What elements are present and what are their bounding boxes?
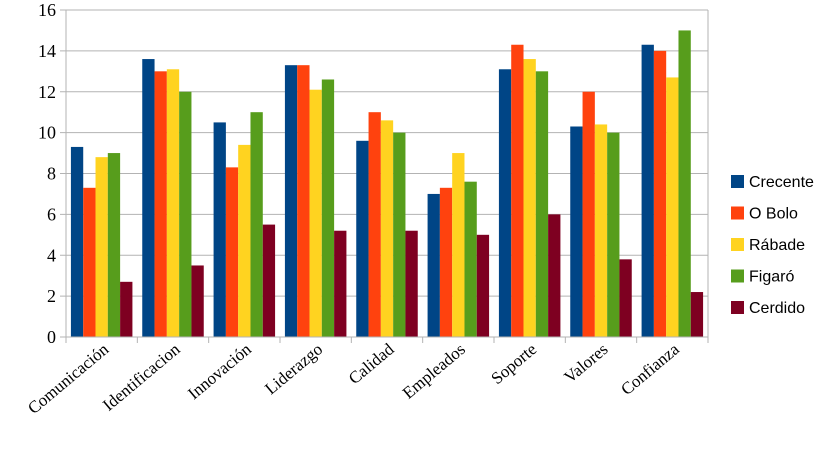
y-tick-label: 16 xyxy=(38,0,56,20)
legend-swatch xyxy=(731,269,744,283)
y-tick-label: 12 xyxy=(38,82,56,102)
legend-label: Cerdido xyxy=(749,300,805,317)
legend-swatch xyxy=(731,238,744,251)
bar xyxy=(690,292,704,337)
bars xyxy=(70,30,704,338)
bar xyxy=(225,167,239,337)
bar xyxy=(179,91,192,337)
bar xyxy=(666,77,679,337)
y-tick-label: 14 xyxy=(38,41,56,61)
y-tick-label: 2 xyxy=(47,286,56,306)
bar xyxy=(476,234,490,337)
legend-label: O Bolo xyxy=(749,206,798,223)
bar xyxy=(678,30,691,337)
bar xyxy=(405,230,418,337)
bar xyxy=(427,193,440,337)
bar xyxy=(262,224,276,337)
axes xyxy=(65,10,709,338)
x-tick-label: Identificacion xyxy=(99,339,184,415)
bar xyxy=(83,187,96,337)
bar xyxy=(641,44,654,338)
bar xyxy=(142,59,155,338)
bar xyxy=(548,214,561,337)
y-axis-ticks: 0 2 4 6 8 10 12 14 16 xyxy=(38,0,66,347)
y-tick-label: 4 xyxy=(47,245,56,265)
bar xyxy=(511,44,524,338)
bar xyxy=(380,120,394,337)
x-tick-label: Confianza xyxy=(617,339,683,399)
x-tick-label: Valores xyxy=(560,340,611,387)
bar xyxy=(570,126,583,338)
bar xyxy=(70,146,84,337)
y-tick-label: 8 xyxy=(47,164,56,184)
bar xyxy=(166,69,180,338)
bar xyxy=(523,59,536,338)
bar xyxy=(95,157,108,337)
legend-label: Rábade xyxy=(749,237,805,254)
legend: Crecente O Bolo Rábade Figaró Cerdido xyxy=(731,174,814,317)
x-tick-label: Comunicación xyxy=(24,339,113,418)
y-tick-label: 0 xyxy=(47,327,56,347)
legend-label: Crecente xyxy=(749,174,814,191)
bar xyxy=(607,132,620,337)
x-tick-label: Liderazgo xyxy=(261,340,326,399)
bar xyxy=(120,281,133,337)
x-tick-label: Calidad xyxy=(345,339,398,388)
x-tick-label: Empleados xyxy=(399,340,469,403)
bar xyxy=(498,69,512,338)
bar xyxy=(191,265,204,337)
bar xyxy=(154,71,167,337)
bar xyxy=(582,91,595,337)
bar xyxy=(439,187,453,337)
bar xyxy=(284,65,298,338)
bar xyxy=(321,79,335,338)
bar xyxy=(368,112,381,337)
bar xyxy=(356,140,369,337)
bar xyxy=(464,181,477,337)
bar xyxy=(653,50,667,337)
bar xyxy=(452,153,465,337)
bar xyxy=(393,132,406,337)
bar xyxy=(238,144,251,337)
bar xyxy=(594,124,608,337)
bar xyxy=(213,122,226,337)
bar xyxy=(250,112,263,337)
legend-label: Figaró xyxy=(749,269,794,286)
y-tick-label: 6 xyxy=(47,204,56,224)
bar xyxy=(535,71,549,337)
bar xyxy=(107,153,121,337)
bar xyxy=(297,65,310,338)
x-tick-label: Soporte xyxy=(488,340,541,389)
legend-swatch xyxy=(731,206,744,220)
bar xyxy=(619,259,632,337)
bar xyxy=(309,89,322,337)
legend-swatch xyxy=(731,175,744,188)
x-tick-label: Innovación xyxy=(184,339,255,403)
bar xyxy=(334,230,347,337)
y-tick-label: 10 xyxy=(38,123,56,143)
legend-swatch xyxy=(731,301,744,314)
